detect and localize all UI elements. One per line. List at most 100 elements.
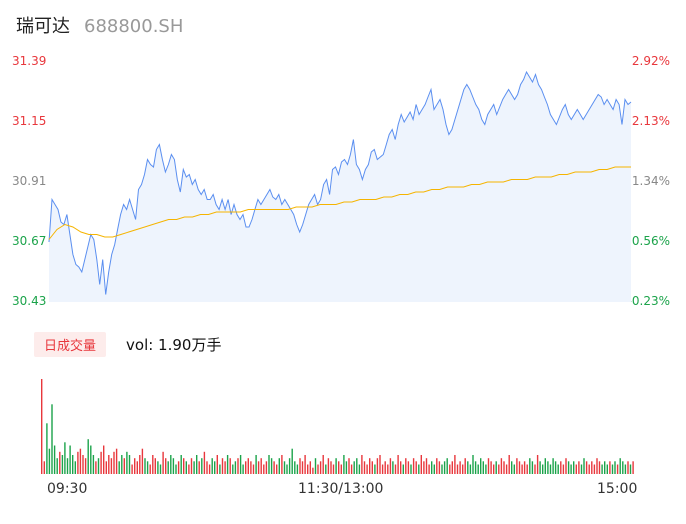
volume-bar (304, 455, 306, 474)
volume-bar (552, 458, 554, 474)
volume-bar (438, 461, 441, 474)
volume-bar (276, 464, 278, 474)
volume-bar (299, 458, 301, 474)
volume-bar (397, 455, 399, 474)
volume-bar (201, 458, 203, 474)
time-tick-label: 09:30 (47, 481, 88, 497)
volume-bar (291, 448, 293, 474)
volume-bar (128, 455, 131, 474)
volume-bar (371, 461, 373, 474)
volume-bar (376, 458, 379, 474)
volume-bar (431, 461, 433, 474)
volume-bar (172, 458, 175, 474)
volume-bar (415, 461, 417, 474)
pct-tick-label: 0.56% (631, 234, 670, 248)
price-tick-label: 31.15 (12, 114, 47, 128)
volume-bar (418, 464, 420, 474)
volume-bar (255, 455, 257, 474)
volume-bar (286, 464, 288, 474)
volume-bar (493, 464, 495, 474)
volume-bar (379, 455, 381, 474)
volume-bar (363, 461, 366, 474)
volume-bar (296, 464, 299, 474)
volume-bar (206, 461, 208, 474)
volume-bar (423, 461, 425, 474)
volume-bar (226, 455, 229, 474)
volume-bar (405, 458, 407, 474)
price-tick-label: 30.67 (12, 234, 47, 248)
volume-bar (593, 464, 596, 474)
volume-bar (48, 448, 51, 474)
volume-bar (242, 464, 244, 474)
volume-bar (211, 458, 213, 474)
volume-bar (332, 464, 335, 474)
volume-bar (66, 458, 69, 474)
volume-bar (456, 464, 459, 474)
volume-bar (250, 461, 252, 474)
volume-bar (193, 461, 195, 474)
volume-bar (97, 458, 100, 474)
volume-bar (614, 461, 616, 474)
volume-bar (301, 461, 304, 474)
volume-bar (443, 461, 446, 474)
volume-bar (624, 464, 627, 474)
volume-bar (198, 461, 200, 474)
volume-bar (503, 461, 505, 474)
volume-bar (188, 464, 190, 474)
volume-bar (325, 464, 327, 474)
volume-bar (260, 458, 262, 474)
volume-bar (433, 464, 435, 474)
time-tick-label: 15:00 (597, 481, 638, 497)
volume-bar (511, 461, 513, 474)
volume-bar (480, 458, 482, 474)
stock-code: 688800.SH (84, 16, 184, 37)
volume-bar (560, 461, 562, 474)
volume-bar (113, 451, 115, 474)
volume-bar (474, 461, 477, 474)
volume-bar (247, 458, 249, 474)
volume-bar (366, 464, 368, 474)
volume-bar (526, 464, 528, 474)
volume-bar (51, 404, 53, 474)
volume-bar (353, 461, 355, 474)
volume-bar (185, 461, 187, 474)
volume-bar (121, 455, 123, 474)
volume-bar (622, 461, 624, 474)
volume-bar (616, 464, 619, 474)
volume-bar (567, 461, 570, 474)
volume-bar (539, 461, 541, 474)
volume-bar (307, 464, 309, 474)
volume-bar (177, 461, 180, 474)
volume-bar (283, 461, 286, 474)
volume-bar (108, 455, 110, 474)
volume-bar (598, 461, 601, 474)
volume-tab[interactable]: 日成交量 (34, 332, 107, 357)
pct-tick-label: 2.92% (631, 54, 670, 68)
volume-bar (322, 455, 324, 474)
volume-bar (518, 461, 521, 474)
volume-bar (170, 455, 172, 474)
volume-bar (361, 455, 363, 474)
volume-bar (134, 458, 136, 474)
volume-bar (531, 461, 534, 474)
volume-bar (110, 458, 113, 474)
price-tick-label: 30.43 (12, 294, 47, 308)
volume-bar (394, 464, 397, 474)
volume-bar (162, 451, 164, 474)
volume-bar (314, 458, 317, 474)
volume-bar (387, 464, 389, 474)
volume-bar (619, 458, 621, 474)
volume-bar (123, 458, 125, 474)
volume-bar (136, 461, 138, 474)
volume-bar (477, 464, 479, 474)
volume-bar (159, 464, 162, 474)
volume-bar (154, 458, 156, 474)
volume-bar (573, 461, 575, 474)
volume-bar (180, 455, 182, 474)
volume-bar (485, 464, 487, 474)
volume-bar (591, 461, 593, 474)
volume-bar (270, 458, 273, 474)
volume-bar (508, 455, 510, 474)
volume-bar (237, 458, 239, 474)
volume-bar (554, 461, 557, 474)
